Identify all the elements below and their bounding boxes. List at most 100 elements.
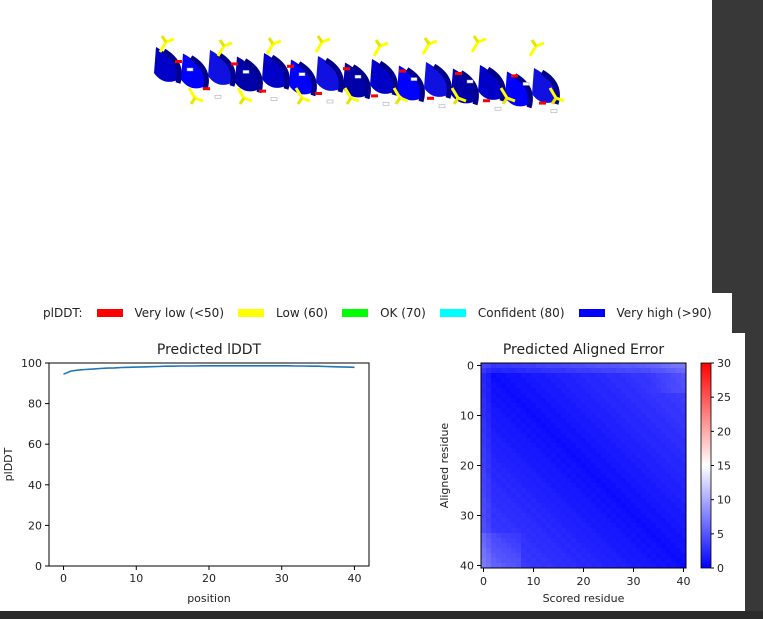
pae-heatmap-cell [561,388,567,394]
pae-y-tick-label: 40 [460,560,474,573]
pae-heatmap-cell [541,418,547,424]
pae-heatmap-cell [561,448,567,454]
pae-heatmap-cell [666,498,672,504]
pae-heatmap-cell [681,423,687,429]
pae-heatmap-cell [496,468,502,474]
pae-heatmap-cell [536,428,542,434]
pae-heatmap-cell [596,473,602,479]
pae-heatmap-cell [516,548,522,554]
pae-heatmap-cell [681,518,687,524]
pae-heatmap-cell [551,388,557,394]
pae-heatmap-cell [581,408,587,414]
pae-heatmap-cell [496,433,502,439]
pae-heatmap-cell [606,498,612,504]
pae-heatmap-cell [536,433,542,439]
pae-heatmap-cell [671,408,677,414]
pae-heatmap-cell [571,408,577,414]
pae-heatmap-cell [526,558,532,564]
pae-heatmap-cell [601,548,607,554]
pae-heatmap-cell [606,548,612,554]
pae-heatmap-cell [576,483,582,489]
pae-heatmap-cell [671,493,677,499]
pae-heatmap-cell [586,448,592,454]
pae-heatmap-cell [681,373,687,379]
pae-heatmap-cell [571,378,577,384]
pae-heatmap-cell [566,403,572,409]
pae-heatmap-cell [566,398,572,404]
pae-heatmap-cell [501,463,507,469]
pae-heatmap-cell [576,533,582,539]
pae-heatmap-cell [606,538,612,544]
pae-heatmap-cell [631,363,637,369]
pae-heatmap-cell [656,513,662,519]
pae-heatmap-cell [516,458,522,464]
pae-heatmap-cell [486,388,492,394]
pae-heatmap-cell [506,453,512,459]
pae-heatmap-cell [546,388,552,394]
pae-heatmap-cell [501,498,507,504]
pae-heatmap-cell [621,523,627,529]
pae-heatmap-cell [526,508,532,514]
pae-heatmap-cell [666,418,672,424]
pae-heatmap-cell [511,443,517,449]
pae-heatmap-cell [581,398,587,404]
pae-heatmap-cell [491,373,497,379]
pae-heatmap-cell [526,528,532,534]
pae-heatmap-cell [666,548,672,554]
pae-heatmap-cell [551,508,557,514]
pae-heatmap-cell [586,378,592,384]
pae-heatmap-cell [491,483,497,489]
pae-heatmap-cell [591,398,597,404]
pae-heatmap-cell [596,408,602,414]
pae-heatmap-cell [661,463,667,469]
pae-heatmap-cell [561,523,567,529]
pae-heatmap-cell [531,498,537,504]
pae-heatmap-cell [656,403,662,409]
pae-heatmap-cell [566,473,572,479]
pae-heatmap-cell [556,378,562,384]
pae-heatmap-cell [516,543,522,549]
pae-heatmap-cell [501,408,507,414]
pae-heatmap-cell [621,458,627,464]
pae-heatmap-cell [486,378,492,384]
side-chain-stick [423,37,431,45]
pae-heatmap-cell [491,543,497,549]
pae-heatmap-cell [496,483,502,489]
pae-heatmap-cell [581,458,587,464]
helix-structure-render[interactable] [0,0,712,293]
pae-heatmap-cell [611,523,617,529]
pae-heatmap-cell [601,563,607,569]
pae-heatmap-cell [676,553,682,559]
pae-heatmap-cell [586,363,592,369]
pae-heatmap-cell [656,493,662,499]
pae-heatmap-cell [506,373,512,379]
pae-heatmap-cell [521,388,527,394]
structure-viewer[interactable] [0,0,712,293]
pae-heatmap-cell [581,513,587,519]
pae-heatmap-cell [646,448,652,454]
pae-heatmap-cell [656,413,662,419]
pae-heatmap-cell [546,523,552,529]
side-chain-stick [158,41,168,53]
pae-heatmap-cell [596,538,602,544]
pae-heatmap-cell [601,438,607,444]
pae-heatmap-cell [556,543,562,549]
pae-heatmap-cell [621,563,627,569]
pae-heatmap-cell [611,458,617,464]
pae-heatmap-cell [586,433,592,439]
pae-heatmap-cell [611,473,617,479]
pae-heatmap-cell [541,498,547,504]
pae-heatmap-cell [531,418,537,424]
pae-heatmap-cell [616,453,622,459]
pae-heatmap-cell [516,373,522,379]
pae-heatmap-cell [681,488,687,494]
pae-heatmap-cell [591,368,597,374]
pae-heatmap-cell [681,438,687,444]
pae-heatmap-cell [616,388,622,394]
pae-heatmap-cell [516,528,522,534]
pae-heatmap-cell [581,363,587,369]
pae-heatmap-cell [541,378,547,384]
pae-heatmap-cell [481,413,487,419]
pae-heatmap-cell [521,483,527,489]
pae-heatmap-cell [656,463,662,469]
